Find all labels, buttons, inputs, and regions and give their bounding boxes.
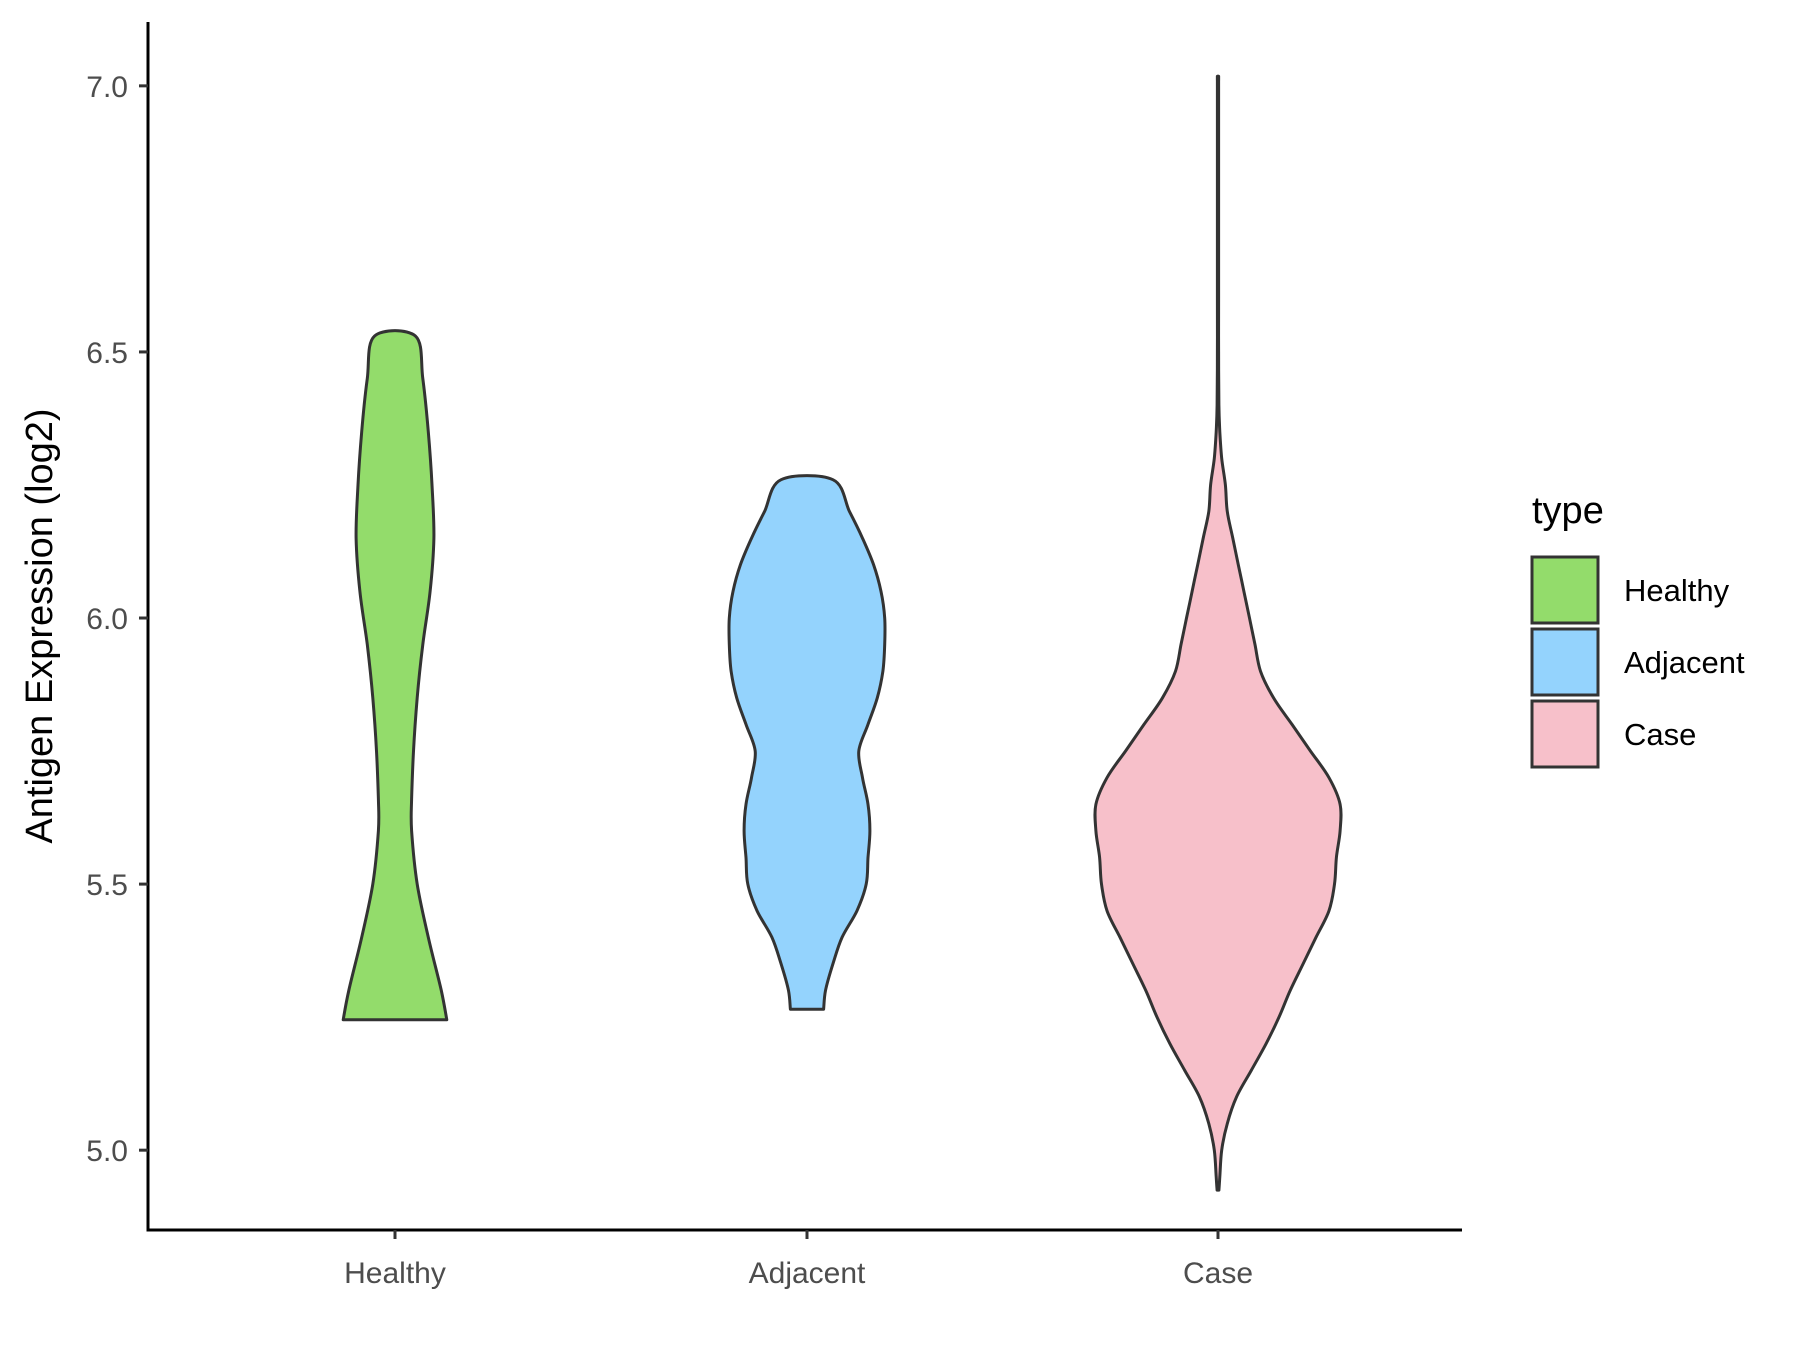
x-tick-label: Case (1183, 1257, 1253, 1290)
y-tick-label: 6.0 (86, 603, 128, 636)
y-tick-label: 7.0 (86, 71, 128, 104)
violin-healthy (341, 329, 449, 1022)
y-tick-label: 5.0 (86, 1135, 128, 1168)
legend-label: Adjacent (1624, 645, 1745, 680)
x-tick-label: Healthy (344, 1257, 446, 1290)
legend-key-healthy (1530, 555, 1600, 625)
violin-case (1093, 74, 1343, 1192)
y-ticks: 5.0 5.5 6.0 6.5 7.0 (86, 71, 148, 1168)
y-axis-title: Antigen Expression (log2) (19, 408, 61, 843)
y-tick-label: 5.5 (86, 869, 128, 902)
legend-items: Healthy Adjacent Case (1530, 555, 1745, 769)
x-ticks: Healthy Adjacent Case (344, 1230, 1253, 1290)
violins (341, 74, 1343, 1192)
y-tick-label: 6.5 (86, 337, 128, 370)
x-tick-label: Adjacent (749, 1257, 866, 1290)
legend-label: Healthy (1624, 573, 1730, 608)
legend-title: type (1532, 490, 1604, 532)
legend-key-adjacent (1530, 627, 1600, 697)
violin-adjacent (727, 474, 887, 1011)
legend-label: Case (1624, 717, 1696, 752)
legend-key-case (1530, 699, 1600, 769)
legend: type Healthy Adjacent Case (1530, 490, 1745, 769)
